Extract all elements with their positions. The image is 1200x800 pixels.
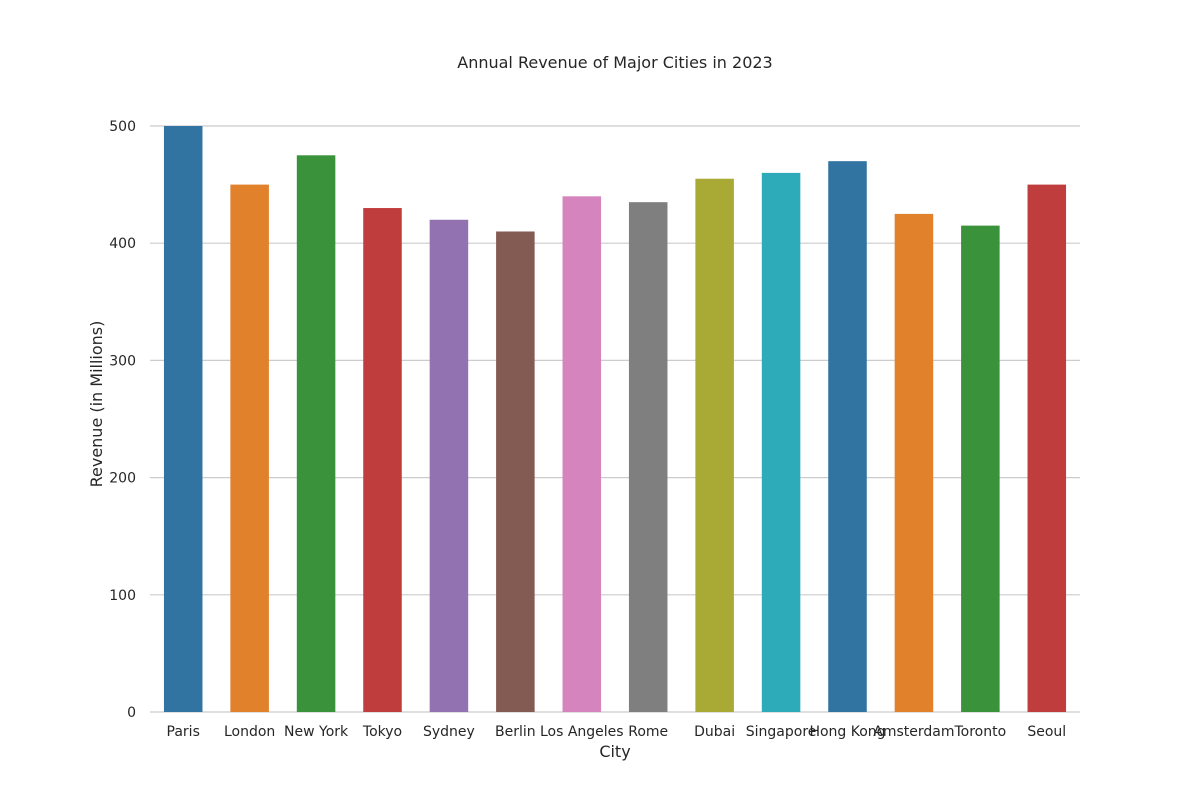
y-tick-label: 500 [109, 119, 136, 135]
bar-singapore [761, 172, 801, 712]
bar-toronto [961, 225, 1000, 712]
x-tick-label: Singapore [746, 724, 817, 740]
x-tick-label: Los Angeles [540, 724, 624, 740]
bar-paris [163, 126, 203, 712]
bar-rome [628, 202, 668, 712]
x-tick-label: Rome [628, 724, 668, 740]
bar-new-york [296, 155, 336, 713]
bar-seoul [1027, 184, 1067, 713]
x-axis-title: City [599, 742, 630, 761]
bar-sydney [429, 219, 469, 712]
x-tick-label: Paris [167, 724, 200, 740]
grid-lines [150, 125, 1080, 713]
x-tick-label: Hong Kong [809, 724, 885, 740]
x-tick-label: Sydney [423, 724, 475, 740]
bar-amsterdam [894, 213, 934, 712]
x-tick-label: Seoul [1027, 724, 1066, 740]
chart-title: Annual Revenue of Major Cities in 2023 [457, 53, 772, 72]
bar-los-angeles [562, 196, 602, 712]
y-tick-label: 0 [127, 705, 136, 721]
bar-hong-kong [828, 161, 867, 712]
x-tick-label: Amsterdam [873, 724, 954, 740]
y-axis-title: Revenue (in Millions) [87, 321, 106, 488]
x-tick-label: Toronto [954, 724, 1007, 740]
bar-tokyo [363, 208, 402, 713]
x-tick-label: Dubai [694, 724, 735, 740]
x-tick-labels: Paris London New York Tokyo Sydney Berlin Los … [167, 724, 1067, 740]
x-tick-label: London [224, 724, 275, 740]
y-tick-label: 400 [109, 236, 136, 252]
y-tick-label: 200 [109, 471, 136, 487]
x-tick-label: Berlin [495, 724, 536, 740]
bar-dubai [695, 178, 734, 713]
bars [163, 126, 1067, 713]
x-tick-label: Tokyo [362, 724, 402, 740]
x-tick-label: New York [284, 724, 349, 740]
y-tick-label: 300 [109, 353, 136, 369]
y-tick-label: 100 [109, 588, 136, 604]
bar-berlin [496, 231, 535, 713]
y-tick-labels: 0 100 200 300 400 500 [109, 119, 136, 721]
bar-london [230, 184, 269, 713]
